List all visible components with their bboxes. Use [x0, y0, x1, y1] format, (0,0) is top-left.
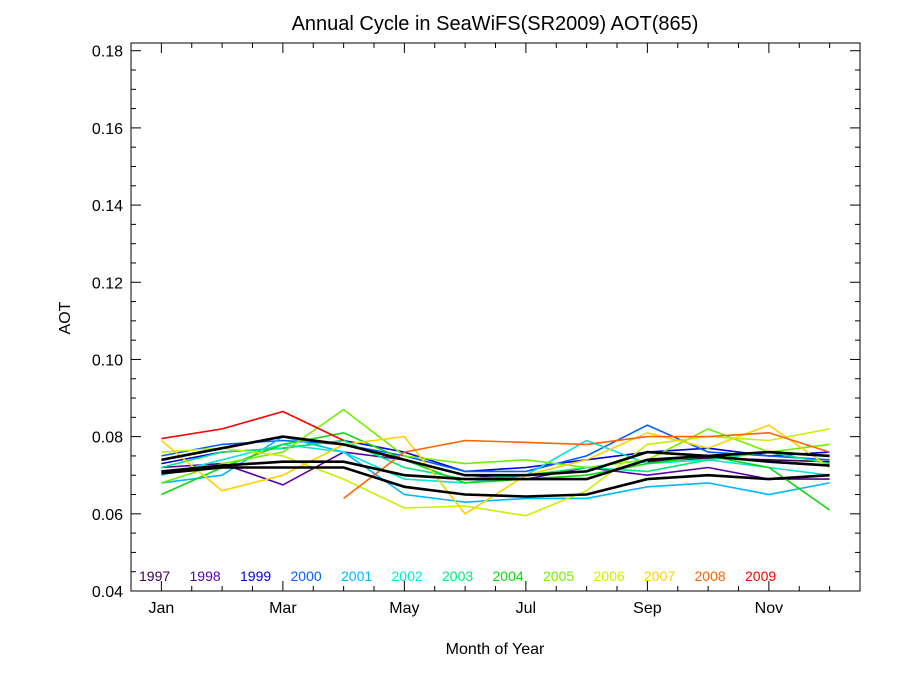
legend: 1997 1998 1999 2000 2001 2002 2003 2004 2005 2006…: [139, 568, 776, 584]
legend-entry-2008: 2008: [695, 568, 726, 584]
y-tick-label: 0.06: [92, 507, 123, 524]
y-tick-label: 0.12: [92, 275, 123, 292]
legend-entry-1999: 1999: [240, 568, 271, 584]
legend-entry-1997: 1997: [139, 568, 170, 584]
x-tick-label: Sep: [633, 600, 662, 617]
mean-line-1: [161, 435, 830, 477]
mean-line-2: [161, 454, 830, 481]
series-line-2008: [343, 431, 830, 500]
plot-frame: [130, 42, 861, 592]
legend-entry-2009: 2009: [745, 568, 776, 584]
series-line-2006: [161, 428, 830, 517]
mean-line-3: [161, 466, 830, 498]
y-tick-label: 0.16: [92, 121, 123, 138]
x-tick-label: Jul: [516, 600, 536, 617]
y-tick-label: 0.04: [92, 584, 123, 601]
axis-ticks: Jan Mar May Jul Sep Nov 0.04 0.06 0.08 0.10 0.12 0.…: [92, 43, 861, 617]
series-line-2000: [161, 424, 830, 473]
y-tick-label: 0.14: [92, 198, 123, 215]
y-axis-label: AOT: [57, 301, 74, 334]
legend-entry-2002: 2002: [392, 568, 423, 584]
legend-entry-2001: 2001: [341, 568, 372, 584]
x-tick-label: May: [389, 600, 419, 617]
legend-entry-2003: 2003: [442, 568, 473, 584]
series-line-2001: [161, 435, 830, 504]
legend-entry-2006: 2006: [594, 568, 625, 584]
legend-entry-2005: 2005: [543, 568, 574, 584]
legend-entry-2004: 2004: [493, 568, 524, 584]
mean-lines: [161, 435, 830, 498]
series-line-2009: [161, 410, 344, 442]
legend-entry-2000: 2000: [291, 568, 322, 584]
y-tick-label: 0.18: [92, 44, 123, 61]
chart-title: Annual Cycle in SeaWiFS(SR2009) AOT(865): [292, 13, 699, 35]
x-tick-label: Mar: [269, 600, 297, 617]
y-tick-label: 0.08: [92, 430, 123, 447]
y-tick-label: 0.10: [92, 352, 123, 369]
series-lines: [160, 408, 831, 517]
x-axis-label: Month of Year: [446, 641, 545, 658]
legend-entry-2007: 2007: [644, 568, 675, 584]
legend-entry-1998: 1998: [190, 568, 221, 584]
x-tick-label: Jan: [148, 600, 174, 617]
x-tick-label: Nov: [755, 600, 783, 617]
